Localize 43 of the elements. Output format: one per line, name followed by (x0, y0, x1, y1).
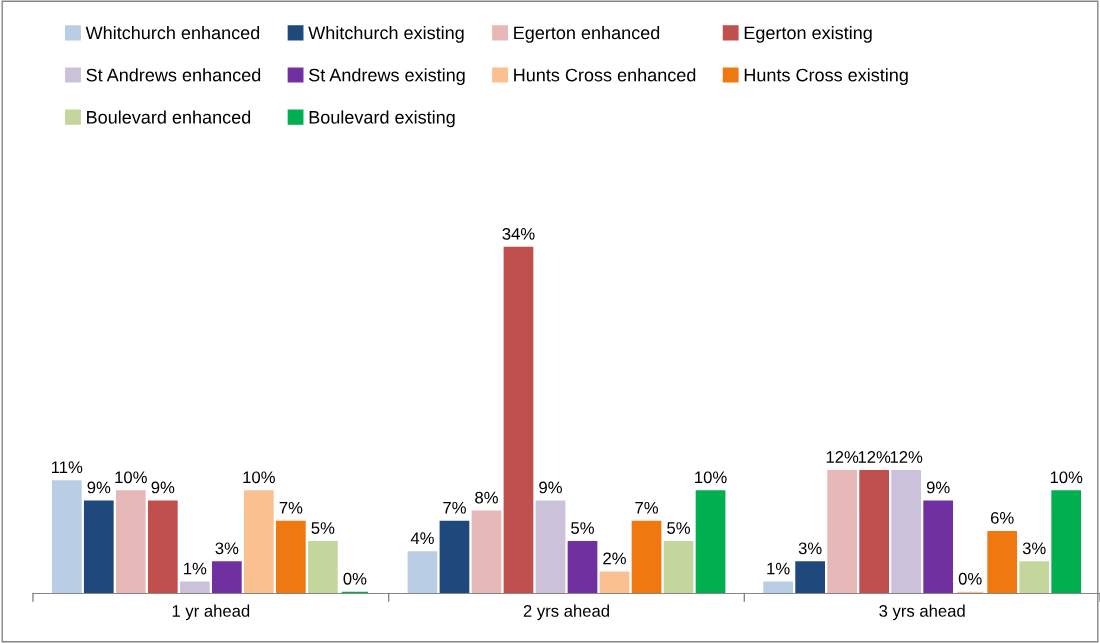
legend-label: Egerton existing (744, 25, 872, 43)
data-label: 12% (890, 451, 923, 463)
legend-label: Boulevard enhanced (87, 110, 251, 124)
data-label: 34% (502, 227, 535, 240)
legend-label: St Andrews existing (309, 68, 465, 86)
data-label: 0% (343, 572, 367, 585)
legend-label: Whitchurch existing (308, 25, 464, 43)
data-label: 5% (311, 522, 335, 534)
data-label: 7% (635, 501, 658, 514)
data-label: 7% (443, 501, 466, 514)
data-label: 10% (1050, 471, 1083, 484)
data-label: 12% (826, 451, 859, 463)
data-label: 3% (215, 542, 239, 555)
legend-label: Boulevard existing (309, 110, 455, 128)
data-label: 5% (571, 522, 594, 534)
data-label: 12% (858, 451, 891, 463)
data-label: 1% (767, 562, 790, 575)
data-label: 10% (243, 471, 275, 484)
x-tick-label: 3 yrs ahead (879, 604, 965, 621)
data-label: 0% (958, 572, 982, 585)
x-tick-label: 2 yrs ahead (523, 604, 609, 621)
data-label: 7% (279, 501, 303, 514)
data-label: 9% (87, 481, 111, 494)
data-label: 3% (798, 542, 822, 555)
data-label: 4% (410, 532, 434, 544)
data-label: 6% (990, 511, 1014, 524)
x-tick-label: 1 yr ahead (172, 604, 250, 621)
data-label: 11% (52, 461, 83, 473)
data-label: 1% (184, 562, 207, 575)
legend-label: Whitchurch enhanced (85, 25, 260, 40)
data-label: 8% (475, 491, 498, 504)
data-label: 9% (151, 481, 175, 494)
data-label: 9% (926, 481, 950, 494)
legend-label: Hunts Cross existing (744, 68, 908, 86)
legend-label: Hunts Cross enhanced (514, 68, 696, 82)
data-label: 3% (1022, 542, 1046, 555)
legend-label: Egerton enhanced (514, 25, 660, 43)
data-label: 9% (539, 481, 562, 494)
legend-label: St Andrews enhanced (86, 68, 261, 82)
data-label: 10% (695, 471, 727, 484)
data-label: 5% (667, 522, 690, 534)
data-label: 2% (603, 552, 626, 565)
data-label: 10% (115, 471, 147, 484)
